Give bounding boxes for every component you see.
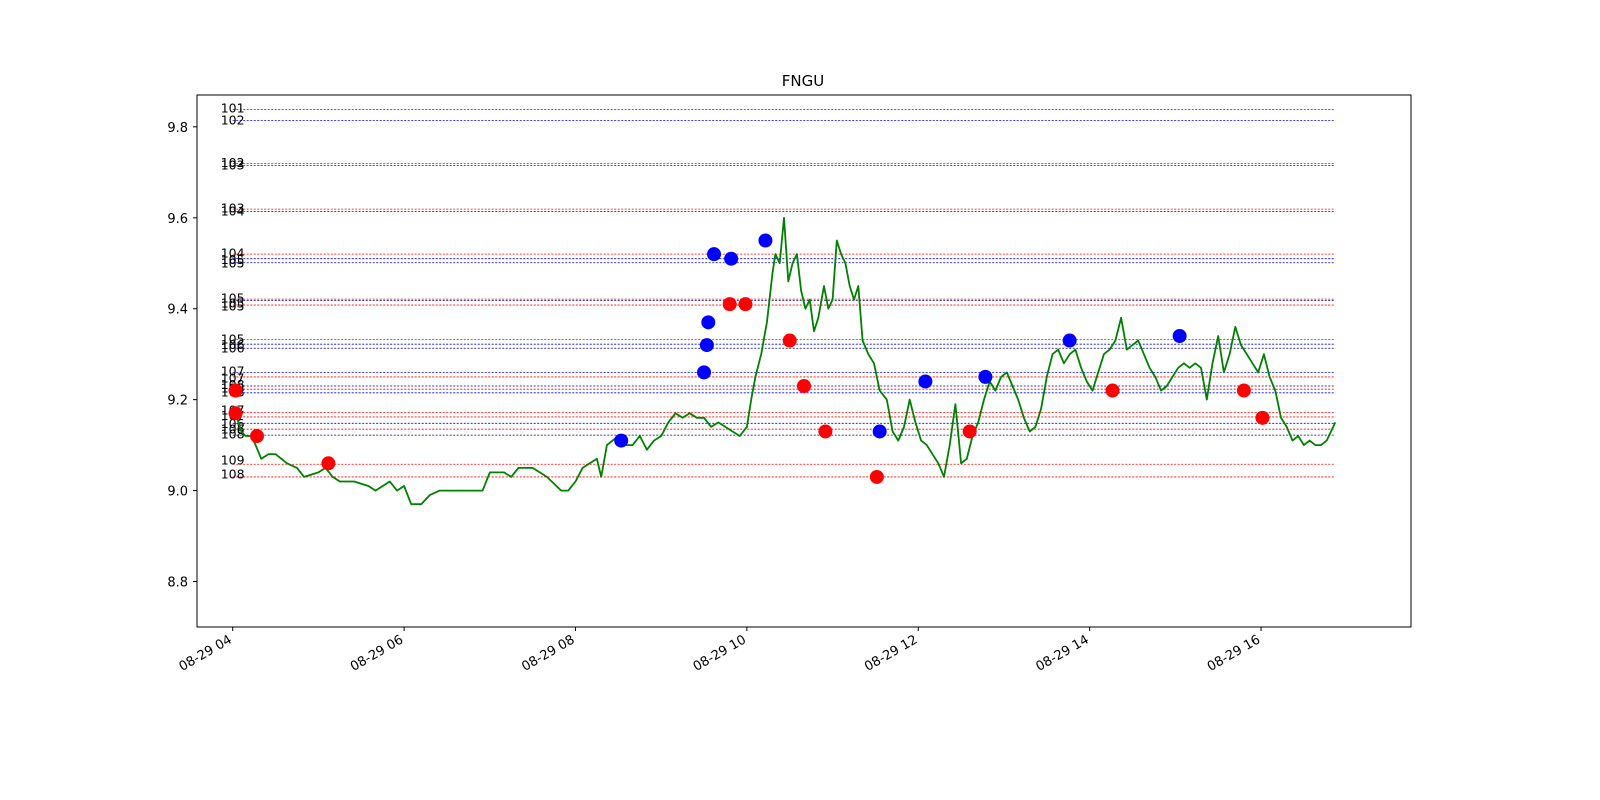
sell-marker: [321, 456, 336, 471]
level-label: 105: [221, 332, 245, 347]
sell-marker: [722, 297, 737, 312]
price-line: [231, 216, 1337, 506]
y-tick-label: 9.0: [167, 485, 188, 500]
buy-marker: [918, 374, 933, 389]
sell-marker: [962, 424, 977, 439]
y-axis: 8.8 9.0 9.2 9.4 9.6 9.8: [167, 121, 197, 591]
y-tick-label: 8.8: [167, 576, 188, 591]
level-label: 107: [221, 363, 245, 378]
y-tick-label: 9.4: [167, 303, 188, 318]
level-label: 106: [221, 341, 245, 356]
level-label: 104: [221, 246, 245, 261]
buy-marker: [1062, 333, 1077, 348]
sell-marker: [818, 424, 833, 439]
buy-marker: [872, 424, 887, 439]
buy-marker: [614, 433, 629, 448]
buy-marker: [978, 369, 993, 384]
level-label: 106: [221, 337, 245, 352]
buy-marker: [758, 233, 773, 248]
buy-marker: [701, 315, 716, 330]
y-tick-label: 9.2: [167, 394, 188, 409]
price-series: [231, 216, 1337, 506]
level-label: 103: [221, 201, 245, 216]
level-label: 109: [221, 453, 245, 468]
level-label: 105: [221, 296, 245, 311]
buy-marker: [1172, 328, 1187, 343]
sell-marker: [228, 383, 243, 398]
level-label: 105: [221, 298, 245, 313]
level-label: 101: [221, 101, 245, 116]
y-tick-label: 9.6: [167, 212, 188, 227]
level-label: 108: [221, 467, 245, 482]
level-label: 102: [221, 112, 245, 127]
level-label: 102: [221, 155, 245, 170]
level-label: 105: [221, 290, 245, 305]
buy-marker: [699, 338, 714, 353]
level-label: 108: [221, 427, 245, 442]
level-label: 106: [221, 416, 245, 431]
sell-marker: [869, 469, 884, 484]
sell-marker: [738, 297, 753, 312]
buy-marker: [697, 365, 712, 380]
y-tick-label: 9.8: [167, 121, 188, 136]
sell-marker: [1236, 383, 1251, 398]
price-levels: 1011021021031031041041051051051051051051…: [221, 101, 1336, 482]
level-label: 105: [221, 252, 245, 267]
level-label: 104: [221, 203, 245, 218]
sell-marker: [228, 406, 243, 421]
buy-marker: [724, 251, 739, 266]
plot-frame: [196, 94, 1412, 628]
chart-title: FNGU: [782, 72, 824, 90]
level-label: 105: [221, 256, 245, 271]
sell-marker: [1255, 410, 1270, 425]
buy-marker: [707, 247, 722, 262]
level-label: 107: [221, 370, 245, 385]
sell-marker: [797, 379, 811, 394]
trade-markers: [228, 233, 1270, 484]
sell-marker: [249, 429, 264, 444]
sell-marker: [782, 333, 797, 348]
sell-marker: [1105, 383, 1120, 398]
level-label: 103: [221, 157, 245, 172]
